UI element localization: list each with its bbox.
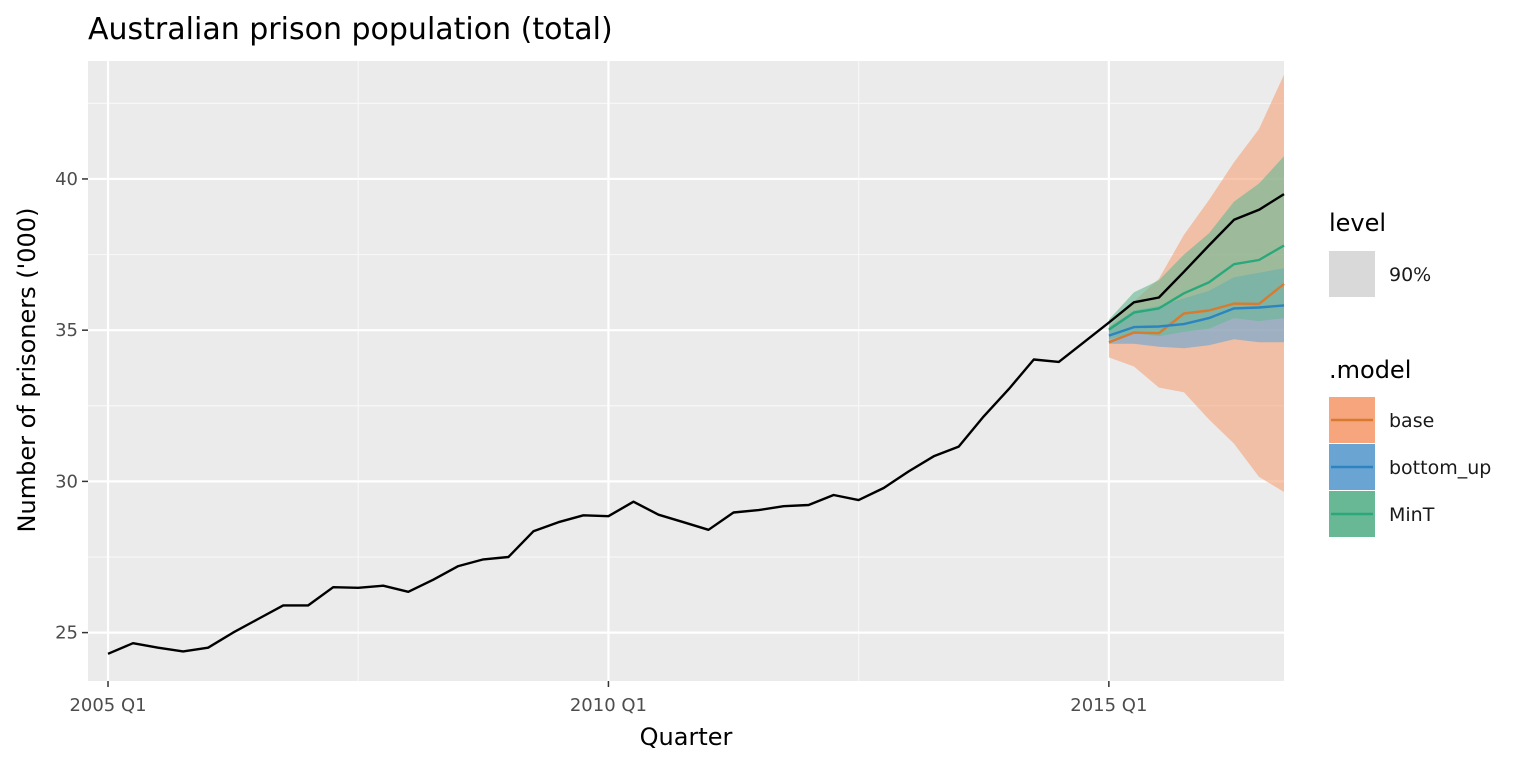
actual-series-line <box>107 193 1285 655</box>
legend-level: level 90% <box>1329 209 1431 297</box>
x-axis-ticks: 2005 Q1 2010 Q1 2015 Q1 <box>69 681 1147 716</box>
forecast-line-MinT <box>1108 244 1285 331</box>
forecast-intervals <box>1108 74 1284 492</box>
y-axis-title: Number of prisoners ('000) <box>13 208 41 533</box>
minor-gridlines <box>88 61 1284 681</box>
y-tick-label: 30 <box>55 471 78 492</box>
y-axis-ticks: 25 30 35 40 <box>55 169 88 644</box>
legend-model-title: .model <box>1329 356 1411 384</box>
x-tick-label: 2015 Q1 <box>1070 695 1147 716</box>
x-tick-label: 2010 Q1 <box>570 695 647 716</box>
y-tick-label: 40 <box>55 169 78 190</box>
forecast-line-base <box>1108 282 1285 344</box>
legend-key-90 <box>1329 251 1375 297</box>
y-tick-label: 25 <box>55 623 78 644</box>
x-tick-label: 2005 Q1 <box>69 695 146 716</box>
series-lines <box>107 193 1285 655</box>
legend-model: .model base bottom_up MinT <box>1329 356 1491 537</box>
legend-label-bottom-up: bottom_up <box>1389 457 1491 479</box>
chart-title: Australian prison population (total) <box>88 12 613 47</box>
legend-label-base: base <box>1389 410 1434 432</box>
plot-background <box>88 61 1284 681</box>
x-axis-title: Quarter <box>640 723 733 751</box>
plot-panel <box>88 61 1285 681</box>
legend-level-title: level <box>1329 209 1386 237</box>
y-tick-label: 35 <box>55 320 78 341</box>
legend-label-MinT: MinT <box>1389 504 1435 526</box>
forecast-line-bottom-up <box>1108 304 1285 337</box>
legend-model-items: base bottom_up MinT <box>1329 397 1491 537</box>
interval-band-MinT <box>1108 156 1284 340</box>
major-gridlines <box>88 61 1284 681</box>
legend-label-90: 90% <box>1389 264 1431 286</box>
